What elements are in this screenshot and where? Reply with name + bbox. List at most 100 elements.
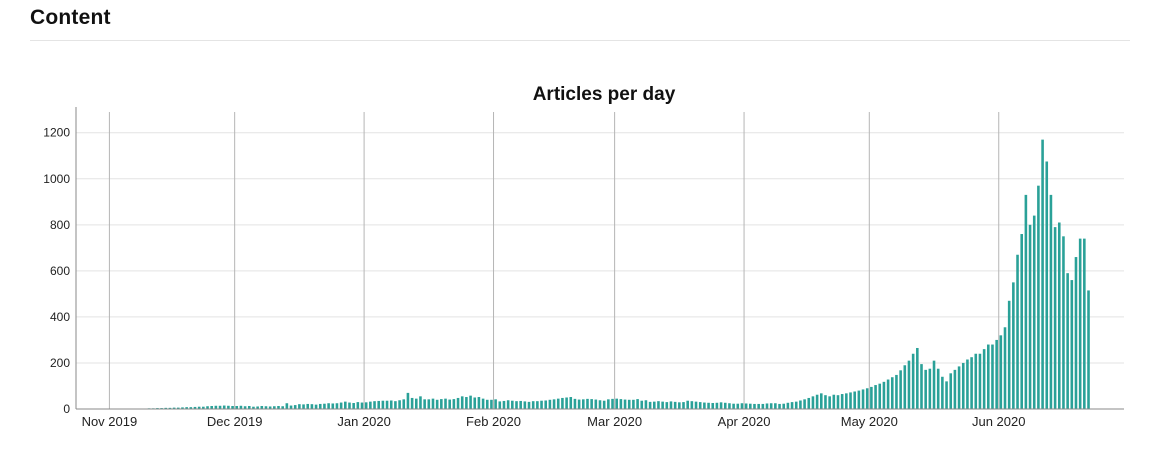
bar	[861, 389, 865, 409]
bar	[774, 403, 777, 409]
bar	[607, 399, 610, 409]
bar	[903, 365, 907, 409]
bar	[298, 404, 301, 409]
bar	[715, 402, 719, 409]
bar	[845, 393, 848, 409]
bar	[878, 383, 882, 409]
bar	[239, 405, 243, 409]
x-tick-label: Nov 2019	[82, 414, 138, 429]
bar	[644, 400, 648, 409]
bar	[991, 344, 994, 409]
bar	[527, 401, 531, 409]
bar	[961, 362, 965, 409]
bar	[1003, 327, 1007, 409]
bar	[356, 402, 360, 409]
bar	[920, 364, 923, 409]
bar	[252, 406, 255, 409]
bar	[364, 402, 368, 409]
bar	[711, 403, 715, 409]
bar	[707, 402, 710, 409]
x-tick-label: Jan 2020	[337, 414, 391, 429]
bar	[824, 395, 827, 409]
bar	[1028, 224, 1032, 409]
bar	[473, 397, 477, 409]
bar	[573, 398, 577, 409]
bar	[1057, 222, 1061, 409]
bar	[665, 402, 669, 409]
bar	[406, 392, 410, 409]
chart-svg: Articles per day 0 200 400 600 800 1000 1200 Nov…	[43, 84, 1124, 429]
bar	[749, 403, 752, 409]
bar	[565, 397, 568, 409]
bar	[657, 401, 660, 409]
bar	[494, 399, 497, 409]
bar	[1037, 185, 1040, 409]
bar	[928, 368, 932, 409]
bar	[168, 407, 172, 409]
bar	[331, 403, 335, 409]
bar	[807, 397, 811, 409]
bar	[552, 399, 556, 409]
y-tick-label: 400	[50, 310, 70, 324]
bar	[819, 393, 823, 409]
bar	[778, 403, 781, 409]
bar	[936, 368, 940, 409]
bar	[916, 347, 919, 409]
bar	[615, 398, 618, 409]
bar	[531, 401, 535, 409]
bar	[540, 400, 543, 409]
bar	[732, 403, 735, 409]
x-tick-label: Jun 2020	[972, 414, 1026, 429]
bar	[895, 374, 898, 409]
bar	[511, 400, 514, 409]
section-title: Content	[30, 6, 111, 29]
bar	[323, 403, 326, 409]
bar	[945, 381, 948, 409]
bar	[652, 401, 656, 409]
bar	[602, 400, 606, 409]
bar	[1007, 300, 1011, 409]
bar	[519, 400, 522, 409]
bar	[728, 403, 731, 409]
bar	[632, 399, 635, 409]
bar	[352, 403, 355, 409]
bar	[460, 396, 464, 409]
y-tick-label: 1000	[43, 172, 70, 186]
bar	[619, 399, 623, 409]
bar	[1083, 238, 1086, 409]
bar	[636, 399, 639, 409]
chart-title: Articles per day	[533, 84, 676, 105]
bar	[924, 369, 927, 409]
bar	[577, 399, 581, 409]
bar	[310, 404, 314, 409]
x-tick-label: Mar 2020	[587, 414, 642, 429]
bar	[214, 405, 218, 409]
bar	[556, 398, 560, 409]
bar	[736, 403, 740, 409]
bar	[1074, 257, 1078, 409]
x-tick-label: Apr 2020	[718, 414, 771, 429]
bar	[369, 401, 372, 409]
bar	[761, 403, 765, 409]
bar	[273, 406, 276, 409]
bar	[222, 405, 226, 409]
bar	[465, 397, 468, 409]
bar	[882, 381, 886, 409]
bar	[832, 394, 836, 409]
bar	[314, 404, 318, 409]
bar	[669, 401, 673, 409]
bar	[231, 406, 234, 409]
x-tick-label: Feb 2020	[466, 414, 521, 429]
bar	[181, 407, 184, 409]
bar	[490, 399, 493, 409]
bar	[874, 385, 877, 409]
bar	[544, 400, 548, 409]
bar	[277, 406, 280, 409]
bar	[694, 401, 698, 409]
bar	[857, 390, 861, 409]
y-tick-label: 1200	[43, 126, 70, 140]
bar	[803, 399, 806, 409]
bar	[974, 353, 978, 409]
bar	[202, 406, 205, 409]
bar	[594, 399, 598, 409]
